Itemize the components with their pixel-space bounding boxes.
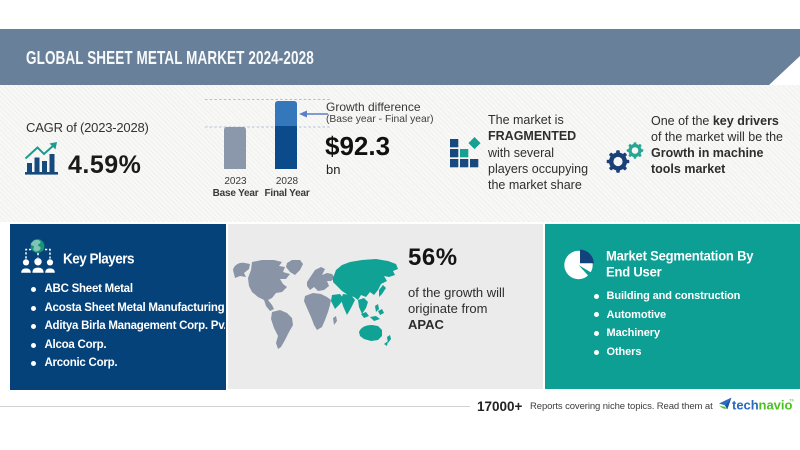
svg-text:TM: TM [789, 398, 794, 403]
svg-text:navio: navio [759, 398, 793, 413]
svg-text:tech: tech [732, 398, 759, 413]
